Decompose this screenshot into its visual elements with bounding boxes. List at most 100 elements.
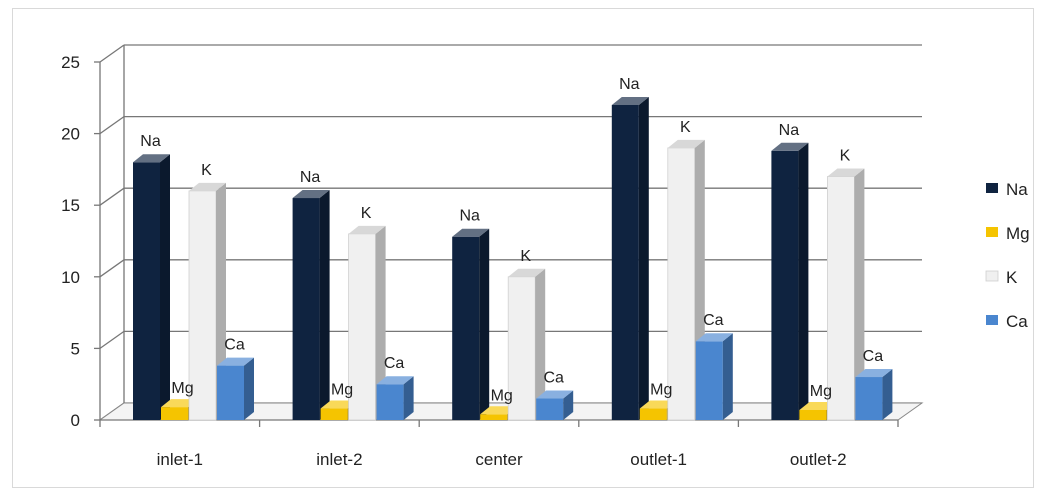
bar-side <box>535 268 546 420</box>
legend-swatch-na <box>986 183 998 193</box>
bar-top <box>292 190 330 199</box>
bar-top <box>611 96 649 105</box>
data-label-na: Na <box>779 122 800 139</box>
bar-side <box>403 376 414 420</box>
bar-na-outlet-1 <box>611 96 649 421</box>
data-label-k: K <box>680 119 691 136</box>
bar-na-inlet-2 <box>292 190 330 420</box>
bar-k-center <box>507 268 546 421</box>
bar-top <box>667 139 705 148</box>
bar-top <box>536 390 574 399</box>
bar-front <box>320 408 348 420</box>
data-label-k: K <box>201 162 212 179</box>
gridline-diag <box>99 330 125 349</box>
x-tick-label: center <box>475 450 523 469</box>
y-tick-label: 15 <box>61 196 80 215</box>
data-label-k: K <box>520 248 531 265</box>
bar-top <box>508 268 546 277</box>
bar-side <box>882 369 893 420</box>
bar-na-inlet-1 <box>133 154 170 421</box>
bar-top <box>348 225 386 234</box>
bar-front <box>771 150 799 420</box>
bar-front <box>133 162 160 421</box>
data-label-ca: Ca <box>384 355 405 372</box>
data-label-mg: Mg <box>171 380 193 397</box>
bar-front <box>639 408 667 420</box>
x-tick-label: inlet-1 <box>157 450 203 469</box>
x-tick-label: inlet-2 <box>316 450 362 469</box>
data-label-ca: Ca <box>224 337 245 354</box>
bar-front <box>376 384 404 420</box>
bar-front <box>536 398 564 420</box>
bar-k-inlet-2 <box>348 225 386 421</box>
y-tick-label: 0 <box>71 411 80 430</box>
bar-ca-inlet-1 <box>217 357 254 420</box>
data-label-na: Na <box>619 76 640 93</box>
data-label-mg: Mg <box>331 382 353 399</box>
gridline-diag <box>99 187 125 206</box>
bar-side <box>160 154 170 421</box>
bar-front <box>217 365 244 420</box>
bar-front <box>452 236 480 420</box>
data-label-na: Na <box>300 169 321 186</box>
legend-label-k: K <box>1006 268 1018 287</box>
bar-top <box>855 369 893 378</box>
bar-side <box>638 96 649 421</box>
bar-side <box>563 390 574 420</box>
data-label-mg: Mg <box>650 382 672 399</box>
data-label-na: Na <box>459 208 480 225</box>
bar-top <box>217 357 254 366</box>
x-tick-label: outlet-2 <box>790 450 847 469</box>
bar-side <box>319 190 330 420</box>
data-label-ca: Ca <box>543 370 564 387</box>
data-label-k: K <box>840 148 851 165</box>
bar-front <box>348 233 377 421</box>
bar-front <box>292 198 320 420</box>
legend-label-na: Na <box>1006 180 1028 199</box>
y-tick-label: 25 <box>61 53 80 72</box>
legend-label-mg: Mg <box>1006 224 1030 243</box>
bar-front <box>667 147 696 421</box>
gridline-diag <box>99 116 125 135</box>
bar-front <box>480 414 508 420</box>
gridline-diag <box>99 44 125 63</box>
bar-front <box>188 190 217 421</box>
gridline-diag <box>99 259 125 278</box>
bar-front <box>611 104 639 421</box>
legend: Na Mg K Ca <box>985 180 1030 331</box>
data-labels: Na Mg K Ca Na Mg K Ca Na Mg K Ca Na Mg K Ca Na Mg K Ca <box>140 76 883 404</box>
bar-side <box>375 225 386 420</box>
y-tick-label: 20 <box>61 125 80 144</box>
bar-side <box>798 142 809 420</box>
bar-top <box>695 333 733 342</box>
bar-front <box>799 409 827 420</box>
y-tick-label: 5 <box>71 339 80 358</box>
bar-ca-outlet-1 <box>695 333 733 420</box>
bar-ca-inlet-2 <box>376 376 414 420</box>
bar-na-outlet-2 <box>771 142 809 420</box>
data-label-ca: Ca <box>703 312 724 329</box>
bar-side <box>722 333 733 420</box>
bar-front <box>161 407 188 420</box>
legend-label-ca: Ca <box>1006 312 1028 331</box>
bar-ca-outlet-2 <box>855 369 893 420</box>
bar-top <box>771 142 809 151</box>
bar-top <box>452 228 490 237</box>
data-label-ca: Ca <box>863 348 884 365</box>
bar-top <box>189 182 226 191</box>
legend-swatch-k <box>985 270 999 282</box>
data-label-na: Na <box>140 133 161 150</box>
legend-swatch-ca <box>986 315 998 325</box>
bar-front <box>827 176 855 421</box>
bar-front <box>855 377 883 420</box>
bar-na-center <box>452 228 490 420</box>
bar-top <box>376 376 414 385</box>
bar-top <box>133 154 170 163</box>
data-label-k: K <box>361 205 372 222</box>
bar-k-outlet-2 <box>827 168 865 421</box>
bar-k-inlet-1 <box>188 182 226 421</box>
bar-front <box>695 341 723 420</box>
bar-side <box>479 228 490 420</box>
y-tick-label: 10 <box>61 268 80 287</box>
